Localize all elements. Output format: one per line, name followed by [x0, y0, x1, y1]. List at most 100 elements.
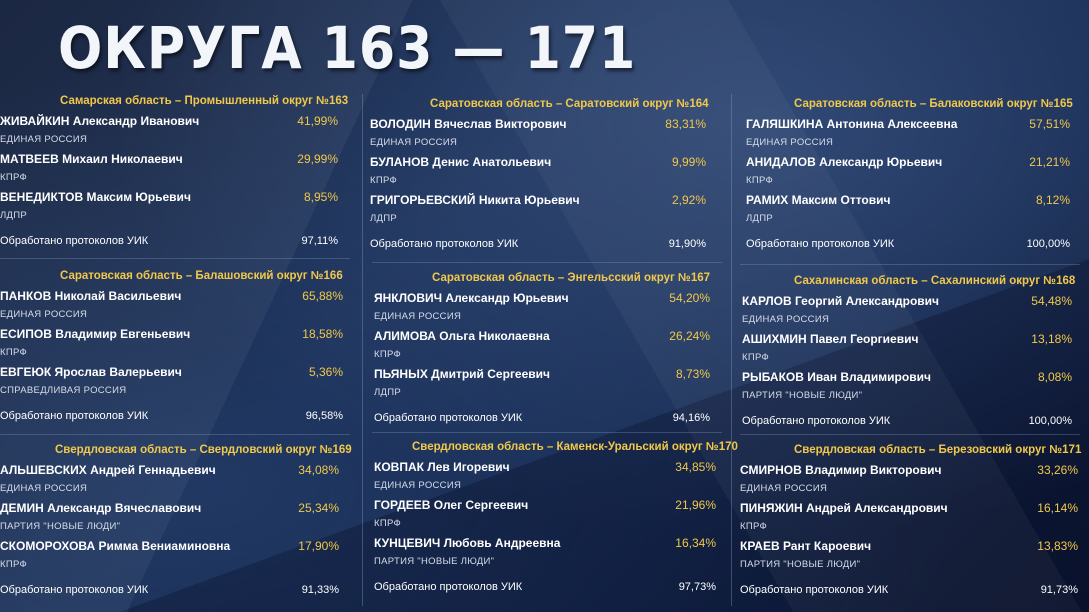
district-panel: Саратовская область – Энгельсский округ …	[374, 272, 710, 442]
candidate-party: ПАРТИЯ "НОВЫЕ ЛЮДИ"	[0, 521, 121, 532]
candidate-name: ПАНКОВ Николай Васильевич	[0, 289, 182, 303]
processed-value: 94,16%	[672, 412, 710, 424]
candidate-name: КРАЕВ Рант Кароевич	[740, 539, 872, 553]
district-header: Сахалинская область – Сахалинский округ …	[794, 275, 1076, 287]
processed-label: Обработано протоколов УИК	[742, 415, 891, 427]
district-panel: Свердловская область – Каменск-Уральский…	[374, 441, 738, 611]
candidate-percent: 21,21%	[1029, 155, 1070, 169]
district-panel: Саратовская область – Балаковский округ …	[746, 98, 1073, 268]
candidate-party: ПАРТИЯ "НОВЫЕ ЛЮДИ"	[742, 390, 863, 401]
candidate-name: АЛЬШЕВСКИХ Андрей Геннадьевич	[0, 463, 216, 477]
candidate-percent: 54,20%	[669, 291, 710, 305]
candidate-name: ГОРДЕЕВ Олег Сергеевич	[374, 498, 529, 512]
candidate-percent: 2,92%	[671, 193, 706, 207]
candidate-percent: 83,31%	[665, 117, 706, 131]
candidate-party: КПРФ	[746, 175, 774, 186]
candidate-percent: 33,26%	[1037, 463, 1078, 477]
candidate-party: КПРФ	[740, 521, 768, 532]
row-divider	[740, 264, 1080, 265]
candidate-name: ЕВГЕЮК Ярослав Валерьевич	[0, 365, 182, 379]
candidate-percent: 34,85%	[675, 460, 716, 474]
page-title: ОКРУГА 163 — 171	[58, 14, 637, 82]
candidate-name: РАМИХ Максим Оттович	[746, 193, 891, 207]
candidate-percent: 34,08%	[298, 463, 339, 477]
processed-label: Обработано протоколов УИК	[374, 581, 523, 593]
processed-value: 96,58%	[305, 410, 343, 422]
processed-label: Обработано протоколов УИК	[0, 235, 149, 247]
candidate-percent: 13,83%	[1037, 539, 1078, 553]
candidate-name: АНИДАЛОВ Александр Юрьевич	[746, 155, 943, 169]
district-panel: Саратовская область – Балашовский округ …	[0, 270, 343, 440]
district-header: Самарская область – Промышленный округ №…	[60, 95, 349, 107]
candidate-name: ГРИГОРЬЕВСКИЙ Никита Юрьевич	[370, 193, 580, 207]
candidate-percent: 21,96%	[675, 498, 716, 512]
candidate-percent: 8,95%	[303, 190, 338, 204]
processed-value: 97,11%	[301, 235, 339, 247]
candidate-percent: 29,99%	[297, 152, 338, 166]
candidate-party: ПАРТИЯ "НОВЫЕ ЛЮДИ"	[374, 556, 495, 567]
district-panel: Самарская область – Промышленный округ №…	[0, 95, 348, 265]
processed-label: Обработано протоколов УИК	[370, 238, 519, 250]
candidate-party: ЛДПР	[0, 210, 28, 221]
row-divider	[0, 434, 350, 435]
candidate-party: ЕДИНАЯ РОССИЯ	[740, 483, 828, 494]
district-header: Саратовская область – Саратовский округ …	[430, 98, 709, 110]
processed-value: 100,00%	[1026, 238, 1070, 250]
candidate-name: ПИНЯЖИН Андрей Александрович	[740, 501, 948, 515]
candidate-name: ПЬЯНЫХ Дмитрий Сергеевич	[374, 367, 551, 381]
candidate-name: ВОЛОДИН Вячеслав Викторович	[370, 117, 567, 131]
candidate-name: СМИРНОВ Владимир Викторович	[740, 463, 942, 477]
candidate-party: КПРФ	[742, 352, 770, 363]
processed-value: 100,00%	[1028, 415, 1072, 427]
row-divider	[372, 432, 722, 433]
district-panel: Сахалинская область – Сахалинский округ …	[742, 275, 1076, 445]
district-header: Саратовская область – Балашовский округ …	[60, 270, 343, 282]
district-header: Саратовская область – Энгельсский округ …	[432, 272, 711, 284]
candidate-percent: 54,48%	[1031, 294, 1072, 308]
candidate-percent: 65,88%	[302, 289, 343, 303]
processed-label: Обработано протоколов УИК	[0, 584, 149, 596]
candidate-party: ЕДИНАЯ РОССИЯ	[0, 309, 88, 320]
candidate-percent: 17,90%	[298, 539, 339, 553]
candidate-party: КПРФ	[374, 349, 402, 360]
candidate-party: КПРФ	[374, 518, 402, 529]
candidate-percent: 5,36%	[308, 365, 343, 379]
candidate-party: СПРАВЕДЛИВАЯ РОССИЯ	[0, 385, 127, 396]
candidate-party: ЛДПР	[746, 213, 774, 224]
processed-value: 91,90%	[668, 238, 706, 250]
candidate-name: ЖИВАЙКИН Александр Иванович	[0, 114, 200, 128]
candidate-party: ЕДИНАЯ РОССИЯ	[0, 134, 88, 145]
candidate-name: БУЛАНОВ Денис Анатольевич	[370, 155, 552, 169]
candidate-percent: 8,08%	[1037, 370, 1072, 384]
column-divider	[731, 94, 732, 606]
candidate-party: ЕДИНАЯ РОССИЯ	[746, 137, 834, 148]
district-header: Свердловская область – Каменск-Уральский…	[412, 441, 738, 453]
column-divider	[362, 94, 363, 606]
candidate-party: ЕДИНАЯ РОССИЯ	[0, 483, 88, 494]
processed-label: Обработано протоколов УИК	[740, 584, 889, 596]
candidate-name: ЯНКЛОВИЧ Александр Юрьевич	[374, 291, 569, 305]
candidate-percent: 16,34%	[675, 536, 716, 550]
row-divider	[372, 262, 722, 263]
candidate-party: ЕДИНАЯ РОССИЯ	[374, 480, 462, 491]
district-header: Саратовская область – Балаковский округ …	[794, 98, 1073, 110]
processed-label: Обработано протоколов УИК	[746, 238, 895, 250]
district-panel: Свердловская область – Березовский округ…	[740, 444, 1082, 612]
candidate-party: КПРФ	[0, 559, 28, 570]
candidate-percent: 25,34%	[298, 501, 339, 515]
district-header: Свердловская область – Березовский округ…	[794, 444, 1082, 456]
processed-value: 91,33%	[301, 584, 339, 596]
candidate-party: КПРФ	[0, 172, 28, 183]
candidate-party: ЛДПР	[374, 387, 402, 398]
candidate-name: МАТВЕЕВ Михаил Николаевич	[0, 152, 183, 166]
candidate-party: КПРФ	[0, 347, 28, 358]
candidate-name: АШИХМИН Павел Георгиевич	[742, 332, 919, 346]
candidate-percent: 41,99%	[297, 114, 338, 128]
candidate-percent: 18,58%	[302, 327, 343, 341]
candidate-name: РЫБАКОВ Иван Владимирович	[742, 370, 931, 384]
candidate-name: КАРЛОВ Георгий Александрович	[742, 294, 939, 308]
candidate-party: ЛДПР	[370, 213, 398, 224]
district-panel: Саратовская область – Саратовский округ …	[370, 98, 709, 268]
candidate-percent: 57,51%	[1029, 117, 1070, 131]
row-divider	[0, 258, 350, 259]
